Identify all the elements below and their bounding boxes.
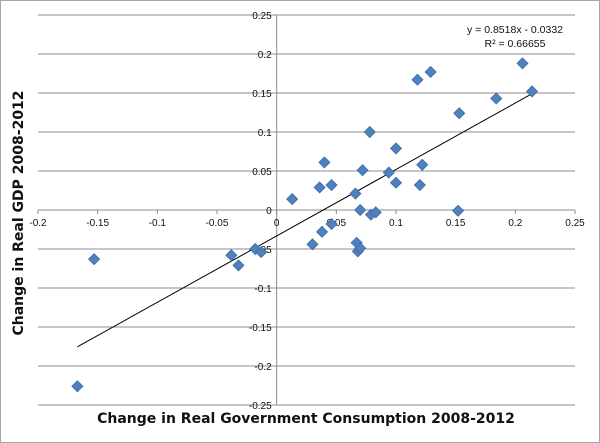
trendline-group xyxy=(77,93,533,348)
data-point xyxy=(232,259,245,272)
x-tick-label: -0.2 xyxy=(29,218,47,229)
y-tick-label: 0.25 xyxy=(252,11,272,22)
data-point xyxy=(416,158,429,171)
y-tick-label: 0.2 xyxy=(258,50,272,61)
trendline xyxy=(77,93,533,348)
data-point xyxy=(71,380,84,393)
data-points xyxy=(71,57,539,393)
data-point xyxy=(389,176,403,189)
data-point xyxy=(306,238,319,251)
y-tick-label: -0.2 xyxy=(254,362,272,373)
y-tick-label: 0 xyxy=(266,206,272,217)
data-point xyxy=(525,85,539,98)
y-tick-label: 0.1 xyxy=(258,128,272,139)
axes xyxy=(37,14,576,406)
data-point xyxy=(363,125,376,139)
x-tick-label: -0.15 xyxy=(86,218,109,229)
y-tick-label: -0.1 xyxy=(254,284,272,295)
x-axis-title: Change in Real Government Consumption 20… xyxy=(97,411,515,427)
x-tick-label: 0.1 xyxy=(389,218,403,229)
data-point xyxy=(451,204,465,217)
data-point xyxy=(318,156,331,169)
data-point xyxy=(389,142,403,155)
data-point xyxy=(313,181,326,194)
data-point xyxy=(325,178,338,192)
data-point xyxy=(490,92,503,105)
x-tick-label: 0 xyxy=(274,218,280,229)
data-point xyxy=(354,203,367,217)
data-point xyxy=(413,178,426,192)
x-tick-label: 0.25 xyxy=(565,218,585,229)
data-point xyxy=(453,107,466,120)
trendline-equation: y = 0.8518x - 0.0332 xyxy=(467,24,563,36)
data-point xyxy=(354,242,367,255)
data-point xyxy=(286,193,299,206)
data-point xyxy=(88,253,101,266)
data-point xyxy=(424,65,437,79)
y-tick-label: -0.15 xyxy=(249,323,272,334)
data-point xyxy=(382,166,395,179)
y-axis-title: Change in Real GDP 2008-2012 xyxy=(11,90,27,335)
x-tick-label: -0.1 xyxy=(149,218,167,229)
x-tick-label: 0.2 xyxy=(508,218,522,229)
x-tick-label: 0.15 xyxy=(446,218,466,229)
data-point xyxy=(349,187,362,200)
data-point xyxy=(356,164,369,177)
gridlines xyxy=(38,14,575,406)
y-tick-label: 0.15 xyxy=(252,89,272,100)
y-tick-label: 0.05 xyxy=(252,167,272,178)
data-point xyxy=(255,246,268,259)
y-tick-labels: -0.25-0.2-0.15-0.1-0.0500.050.10.150.20.… xyxy=(249,11,272,412)
data-point xyxy=(325,217,338,231)
data-point xyxy=(369,206,382,219)
trendline-r2: R² = 0.66655 xyxy=(484,38,545,50)
data-point xyxy=(315,225,329,238)
y-tick-label: -0.25 xyxy=(249,401,272,412)
data-point xyxy=(411,73,424,86)
data-point xyxy=(516,57,529,70)
data-point xyxy=(249,242,262,256)
data-point xyxy=(225,249,238,262)
x-tick-label: -0.05 xyxy=(206,218,229,229)
